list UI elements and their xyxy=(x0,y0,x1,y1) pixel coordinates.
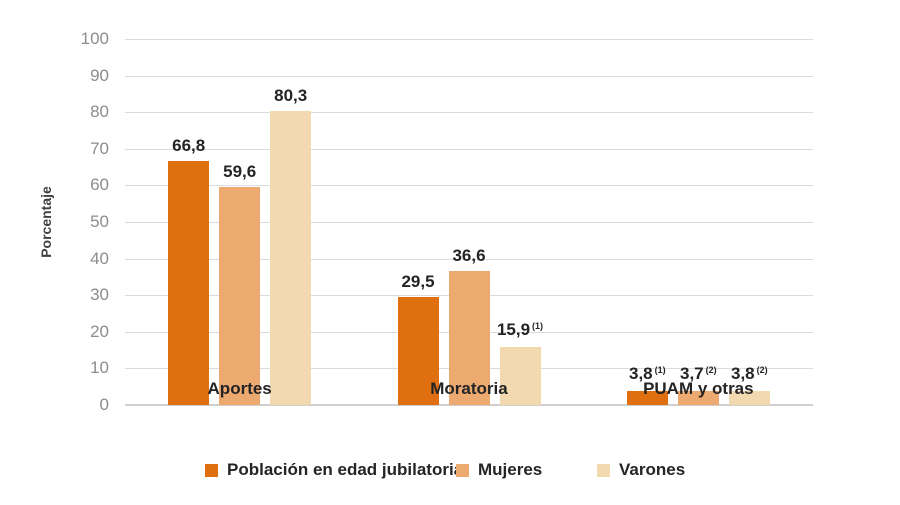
legend-item: Población en edad jubilatoria xyxy=(205,459,463,481)
bar-value-label: 3,8 (1) xyxy=(582,364,712,386)
legend-label: Mujeres xyxy=(478,460,543,479)
gridline xyxy=(125,222,813,223)
y-tick-label: 20 xyxy=(90,321,109,341)
y-tick-label: 60 xyxy=(90,175,109,195)
y-tick-label: 100 xyxy=(80,29,109,48)
bar-value-label: 36,6 xyxy=(404,246,534,266)
category-label: PUAM y otras xyxy=(643,379,754,398)
bar xyxy=(168,160,210,405)
y-axis-title-text: Porcentaje xyxy=(38,186,54,258)
bar-value-number: 59,6 xyxy=(223,161,257,181)
legend-label: Población en edad jubilatoria xyxy=(227,460,464,479)
category-label: Moratoria xyxy=(430,379,508,398)
bar-value-label: 15,9 (1) xyxy=(455,320,585,342)
bar-value-number: 15,9 xyxy=(496,319,531,339)
footnote-marker: (1) xyxy=(532,320,544,331)
bar-value-number: 3,8 xyxy=(629,364,653,384)
legend-item: Varones xyxy=(597,459,685,481)
legend-swatch xyxy=(205,463,218,477)
bar xyxy=(626,391,668,405)
footnote-marker: (2) xyxy=(756,365,768,376)
bar-value-number: 80,3 xyxy=(274,86,308,106)
bar xyxy=(219,186,261,405)
bar-value-label: 59,6 xyxy=(175,162,305,182)
y-tick-label: 10 xyxy=(90,358,109,378)
bar xyxy=(728,391,770,405)
legend: Población en edad jubilatoria Mujeres Varo… xyxy=(0,459,900,485)
gridline xyxy=(125,75,813,77)
footnote-marker: (1) xyxy=(654,365,666,376)
y-tick-label: 40 xyxy=(90,248,109,268)
bar-value-number: 3,7 xyxy=(680,364,704,384)
plot-area: 0 10 20 30 40 50 60 70 80 90 100 66,8 59,6 80,3 29,5 36… xyxy=(81,29,814,414)
bar-value-number: 3,8 xyxy=(731,364,755,384)
y-tick-label: 90 xyxy=(90,65,109,85)
legend-item: Mujeres xyxy=(456,459,542,481)
y-tick-label: 70 xyxy=(90,138,109,158)
y-tick-label: 0 xyxy=(99,395,109,414)
bar-value-number: 66,8 xyxy=(172,135,206,155)
bar-value-number: 29,5 xyxy=(401,272,435,292)
bar-value-label: 80,3 xyxy=(226,86,356,106)
legend-swatch xyxy=(456,463,469,477)
gridline xyxy=(125,185,813,187)
bar xyxy=(677,391,719,405)
bar xyxy=(499,346,541,405)
bar-value-label: 3,8 (2) xyxy=(684,364,814,386)
gridline xyxy=(125,112,813,114)
bar-value-label: 3,7 (2) xyxy=(633,364,763,386)
x-axis-baseline xyxy=(125,404,813,406)
bar xyxy=(270,111,312,405)
bar-value-label: 29,5 xyxy=(353,272,483,292)
gridline xyxy=(125,258,813,260)
category-label: Aportes xyxy=(207,379,272,398)
gridline xyxy=(125,148,813,150)
y-tick-label: 80 xyxy=(90,102,109,122)
bar-value-label: 66,8 xyxy=(124,136,254,156)
y-tick-label: 50 xyxy=(90,212,109,231)
footnote-marker: (2) xyxy=(705,365,717,376)
legend-label: Varones xyxy=(619,460,686,479)
gridline xyxy=(125,39,813,40)
bar xyxy=(448,271,490,405)
bar xyxy=(397,297,439,405)
legend-swatch xyxy=(597,463,610,477)
bar-value-number: 36,6 xyxy=(452,246,486,266)
y-tick-label: 30 xyxy=(90,285,109,305)
